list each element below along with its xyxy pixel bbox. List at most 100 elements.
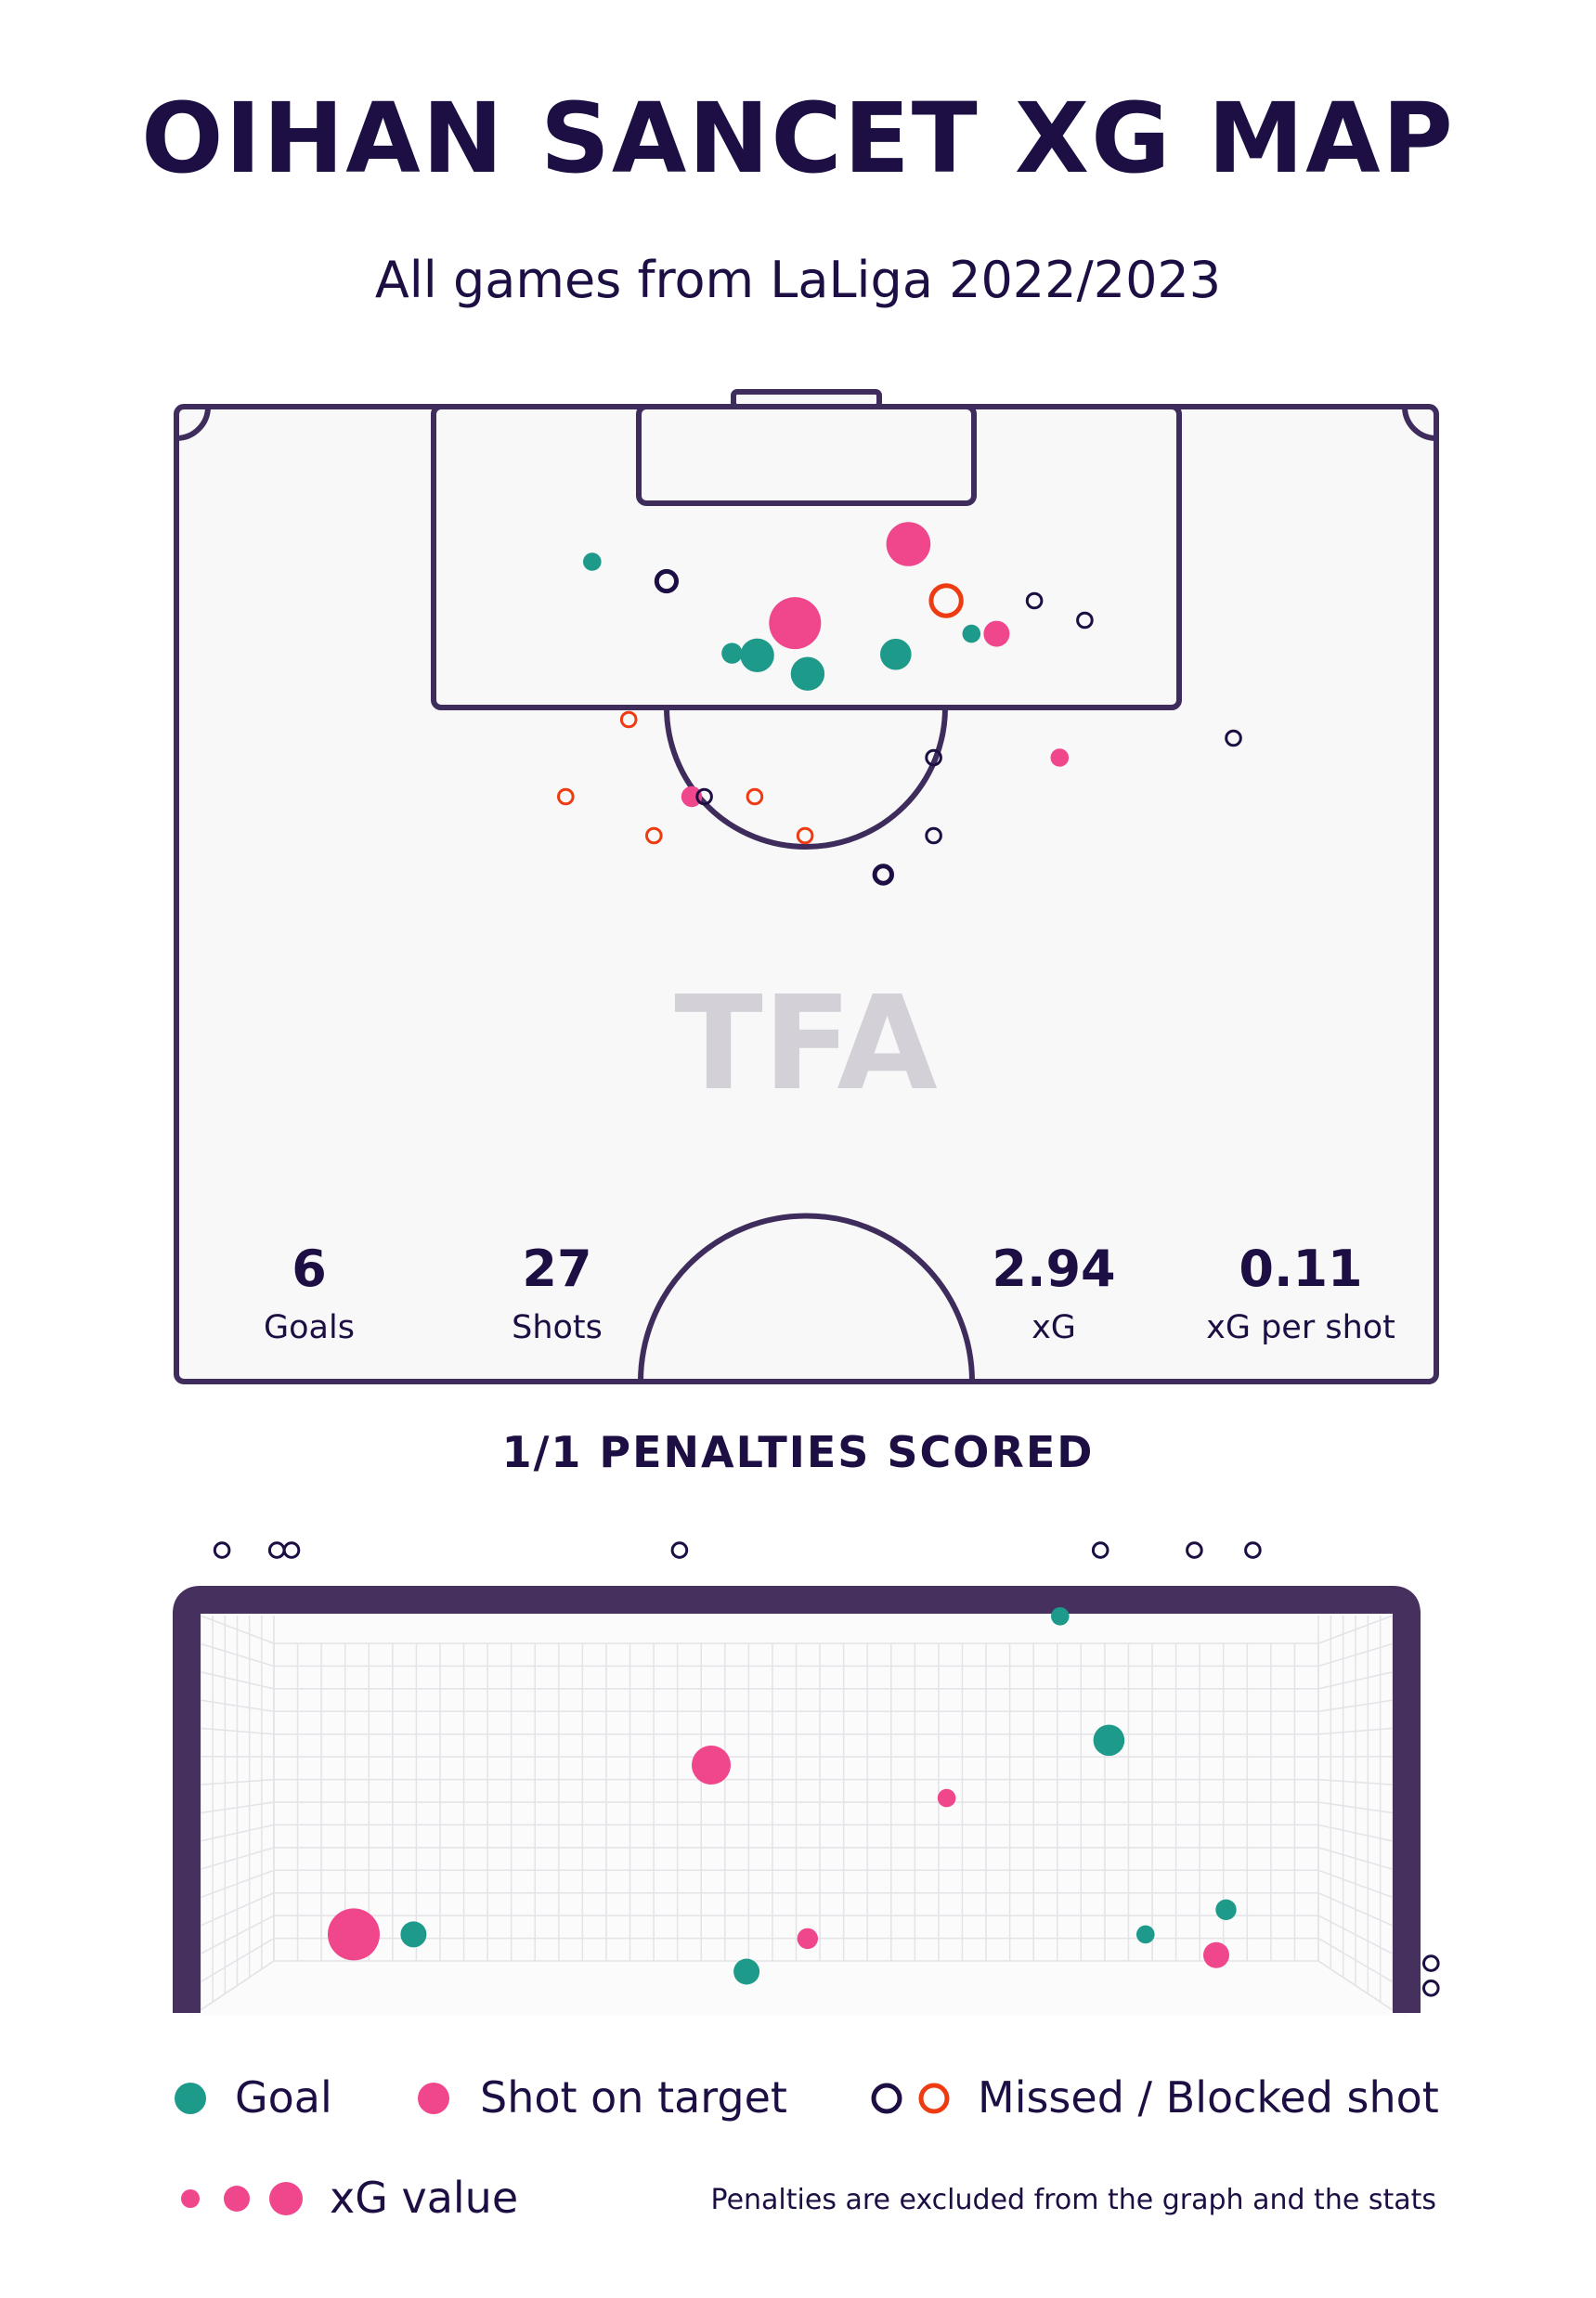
stat-shots-label: Shots xyxy=(512,1309,603,1346)
net-line-side xyxy=(200,1801,275,1814)
net-line-side xyxy=(1317,1892,1394,1927)
goal-shot-point-on-target xyxy=(1203,1941,1229,1968)
centre-circle xyxy=(638,1213,975,1383)
stat-shots: 27 Shots xyxy=(418,1240,696,1346)
shot-point-blocked xyxy=(796,826,814,845)
goal-shot-point-missed xyxy=(213,1541,231,1559)
net-line-side xyxy=(200,1727,275,1735)
corner-arc-left xyxy=(175,406,211,441)
shot-point-on-target xyxy=(681,785,703,808)
goal-shot-point-missed xyxy=(1186,1541,1203,1559)
stat-xg-value: 2.94 xyxy=(992,1240,1116,1298)
net-line-side xyxy=(1317,1778,1394,1785)
shot-point-blocked xyxy=(928,583,964,618)
stat-xg-per-shot-label: xG per shot xyxy=(1206,1309,1395,1346)
pitch-shots xyxy=(557,522,1242,886)
legend-goal-marker xyxy=(175,2083,206,2114)
net-line-side xyxy=(200,1937,275,1983)
stat-goals: 6 Goals xyxy=(170,1240,448,1346)
net-line-side xyxy=(200,1892,275,1927)
stat-xg-per-shot-value: 0.11 xyxy=(1239,1240,1363,1298)
goal-shot-point-goal xyxy=(400,1921,427,1948)
net-line-side xyxy=(1317,1824,1394,1842)
goal-shots xyxy=(213,1541,1440,1997)
net-line-side xyxy=(200,1615,275,1644)
goal-shot-point-missed xyxy=(670,1541,689,1559)
legend-on-target-marker xyxy=(418,2083,449,2114)
shot-point-goal xyxy=(880,638,912,670)
goal-shot-point-missed xyxy=(1422,1980,1440,1997)
shot-point-blocked xyxy=(746,787,764,806)
goal-shot-point-goal xyxy=(1093,1724,1125,1757)
net-line-side xyxy=(1317,1869,1394,1899)
shot-point-goal xyxy=(962,624,981,643)
corner-arc-right xyxy=(1402,406,1437,441)
penalties-title: 1/1 PENALTIES SCORED xyxy=(501,1427,1095,1477)
shot-point-goal xyxy=(790,656,825,691)
legend-xg-small-marker xyxy=(181,2189,200,2208)
net-line-side xyxy=(1317,1937,1394,1983)
net-line-side xyxy=(200,1699,275,1713)
legend-on-target-label: Shot on target xyxy=(480,2072,787,2123)
shot-point-on-target xyxy=(1050,748,1070,767)
net-line-side xyxy=(200,1915,275,1954)
net-line-side xyxy=(200,1824,275,1842)
shot-point-goal xyxy=(583,552,602,571)
shot-point-blocked xyxy=(557,787,575,806)
net-line-side xyxy=(1317,1801,1394,1814)
stat-xg-label: xG xyxy=(1032,1309,1076,1346)
shot-point-missed xyxy=(695,787,713,806)
goal-net-grid xyxy=(200,1615,1394,2011)
shot-point-goal xyxy=(740,638,774,672)
legend-xg-medium-marker xyxy=(224,2186,250,2212)
shot-point-missed xyxy=(1025,591,1044,610)
shot-point-missed xyxy=(872,863,894,886)
stat-goals-value: 6 xyxy=(292,1240,327,1298)
net-line-floor xyxy=(1317,1960,1394,2011)
net-line-side xyxy=(200,1847,275,1870)
goal-shot-point-missed xyxy=(1091,1541,1109,1559)
net-line-side xyxy=(1317,1615,1394,1644)
goal-shot-point-on-target xyxy=(937,1788,956,1808)
stat-xg: 2.94 xG xyxy=(915,1240,1193,1346)
legend-goal-label: Goal xyxy=(235,2072,332,2123)
footnote: Penalties are excluded from the graph an… xyxy=(710,2184,1436,2216)
legend-blocked-marker xyxy=(918,2083,950,2114)
goal-shot-point-goal xyxy=(733,1958,760,1985)
shot-point-missed xyxy=(1076,611,1094,630)
six-yard-box xyxy=(636,404,977,506)
goal-shot-point-goal xyxy=(1136,1925,1155,1944)
goal-net-background xyxy=(188,1616,1408,2016)
legend-missed-label: Missed / Blocked shot xyxy=(978,2072,1439,2123)
shot-point-missed xyxy=(654,568,680,594)
shot-point-missed xyxy=(1225,729,1242,747)
pitch-shot-map: TFA xyxy=(174,389,1439,1384)
net-line-side xyxy=(200,1869,275,1899)
goal-shot-point-on-target xyxy=(328,1908,380,1961)
shot-point-goal xyxy=(721,643,743,664)
goal-shot-point-missed xyxy=(1422,1954,1440,1972)
page-subtitle: All games from LaLiga 2022/2023 xyxy=(374,251,1222,309)
stat-xg-per-shot: 0.11 xG per shot xyxy=(1161,1240,1440,1346)
shot-point-blocked xyxy=(619,710,638,729)
net-line-side xyxy=(1317,1670,1394,1690)
net-line-side xyxy=(1317,1699,1394,1713)
stat-shots-value: 27 xyxy=(522,1240,592,1298)
legend-xg-large-marker xyxy=(269,2182,303,2215)
net-line-side xyxy=(200,1670,275,1690)
net-line-floor xyxy=(200,1960,275,2011)
stat-goals-label: Goals xyxy=(264,1309,355,1346)
shot-point-on-target xyxy=(886,522,931,566)
goal-shot-point-goal xyxy=(1051,1607,1070,1626)
goal-shot-point-goal xyxy=(1215,1899,1237,1920)
shot-point-on-target xyxy=(983,620,1010,647)
goal-shot-point-on-target xyxy=(797,1928,818,1950)
goal-frame-posts xyxy=(173,1586,1421,2013)
shot-point-missed xyxy=(925,748,942,767)
penalty-arc xyxy=(664,707,948,850)
watermark-logo: TFA xyxy=(674,968,937,1120)
net-line-side xyxy=(1317,1915,1394,1954)
shot-point-on-target xyxy=(769,597,822,650)
goal-shot-point-missed xyxy=(1244,1541,1262,1559)
